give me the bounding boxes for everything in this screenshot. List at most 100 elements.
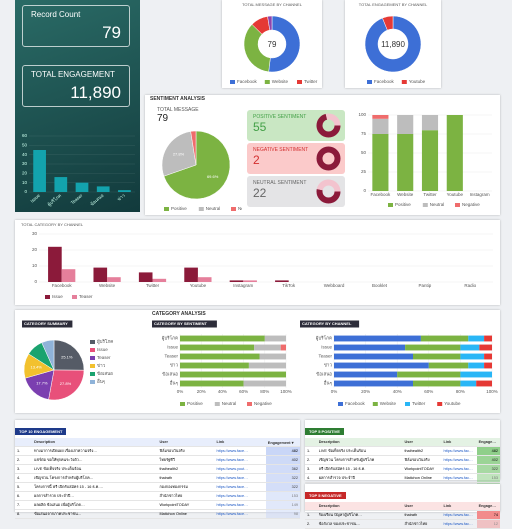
legend-swatch bbox=[422, 203, 428, 207]
legend-label: ข้อเสนอ bbox=[97, 371, 113, 376]
cell: 8. bbox=[15, 509, 33, 519]
legend-label: Youtube bbox=[444, 401, 461, 406]
engagement-cell: 402 bbox=[476, 455, 500, 465]
legend-label: Issue bbox=[97, 347, 108, 352]
center-label: 11,890 bbox=[381, 40, 405, 49]
legend-label: Youtube bbox=[409, 79, 426, 84]
bar bbox=[421, 130, 439, 191]
mini-donut bbox=[316, 113, 341, 138]
cell: https://www.face… bbox=[441, 473, 477, 483]
y-tick-label: 25 bbox=[361, 169, 367, 174]
ring bbox=[316, 146, 341, 171]
cell: สำนักข่าวไทย bbox=[157, 491, 215, 501]
record-count: Record Count 79 bbox=[22, 5, 130, 47]
bar bbox=[152, 278, 167, 282]
chart-title: TOTAL MESSAGE BY CHANNEL bbox=[242, 2, 303, 7]
engagement-donut: TOTAL ENGAGEMENT BY CHANNEL 11,890 Faceboo… bbox=[359, 2, 428, 84]
slice bbox=[267, 15, 273, 31]
cell: 4. bbox=[15, 473, 33, 483]
cell: สำนักข่าวไทย bbox=[402, 519, 442, 529]
x-tick-label: 80% bbox=[260, 389, 269, 394]
column-header: Engagement ▾ bbox=[265, 438, 300, 447]
legend-label: Website bbox=[272, 79, 289, 84]
row: 5. โครงการนี้ ฟรี เปิดรับสมัคร 15 - 16 ธ.… bbox=[15, 482, 300, 492]
cell: Matichon Online bbox=[157, 509, 215, 519]
chart-title: CATEGORY BY CHANNEL bbox=[302, 321, 352, 326]
sentiment-channel-bars: 0 25 50 75 100 Facebook Website Twitter Youtube I… bbox=[358, 112, 492, 207]
cell: https://www.face… bbox=[214, 500, 266, 510]
cell: 6. bbox=[15, 491, 33, 501]
ring bbox=[316, 179, 341, 204]
category-label: Twitter bbox=[146, 283, 160, 288]
cell: Matichon Online bbox=[402, 473, 442, 483]
x-tick-label: 60% bbox=[239, 389, 248, 394]
category-label: ข่าว bbox=[324, 363, 333, 368]
y-tick-label: 20 bbox=[32, 247, 38, 252]
cell: แชร์ต่อ ขอให้ทุกคนระวังตัว… bbox=[32, 455, 158, 465]
legend-label: Neutral bbox=[206, 206, 221, 211]
bar bbox=[413, 380, 461, 387]
row: 1. ทางมาการเปิดเผย เรื่องเล่าความจริง… ฟิล… bbox=[15, 446, 300, 456]
legend-swatch bbox=[214, 402, 220, 406]
legend-label: Negative bbox=[462, 202, 480, 207]
category-bar-chart: 0 10 20 30 40 50 60 Issue ผู้บริโภค Teaser ข้อเสนอ… bbox=[22, 133, 135, 208]
cell: ไทยรัฐทีวี bbox=[157, 455, 215, 465]
category-label: Pantip bbox=[419, 283, 432, 288]
slice-label: 17.7% bbox=[36, 380, 48, 385]
y-tick-label: 50 bbox=[22, 143, 28, 148]
column-header bbox=[15, 438, 33, 447]
legend-label: Issue bbox=[52, 294, 63, 299]
category-label: ข้อเสนอ bbox=[316, 372, 332, 377]
legend-swatch bbox=[247, 402, 252, 406]
bar bbox=[334, 371, 398, 378]
row: 7. ผลผลิต ข้อเสนอ เพื่อผู้บริโภค… Workpoin… bbox=[15, 500, 300, 510]
cell: ฟิล์มรอบวันจริง bbox=[402, 455, 442, 465]
cell: thaihealth2 bbox=[157, 464, 215, 474]
slice bbox=[268, 15, 301, 73]
legend-swatch bbox=[297, 80, 302, 84]
category-label: Youtube bbox=[447, 192, 464, 197]
engagement-cell: 322 bbox=[476, 464, 500, 474]
bar bbox=[248, 362, 286, 369]
category-label: Booklet bbox=[372, 283, 388, 288]
slice-label: 25.1% bbox=[61, 354, 73, 359]
row: 2. แชร์ต่อ ขอให้ทุกคนระวังตัว… ไทยรัฐทีวี h… bbox=[15, 455, 300, 465]
legend-label: Positive bbox=[171, 206, 187, 211]
slice-label: 69.6% bbox=[207, 174, 219, 179]
cell: LIVE ข้อเท็จจริง ประเด็นร้อน bbox=[316, 446, 403, 456]
kpi-label: TOTAL ENGAGEMENT bbox=[31, 70, 115, 79]
category-label: Twitter bbox=[423, 192, 437, 197]
bar bbox=[421, 115, 439, 131]
bar bbox=[397, 115, 414, 134]
legend-label: Website bbox=[380, 401, 397, 406]
chart-title: TOTAL ENGAGEMENT BY CHANNEL bbox=[359, 2, 428, 7]
legend-label: Neutral bbox=[430, 202, 445, 207]
legend-swatch bbox=[45, 295, 50, 299]
cell: 3. bbox=[15, 464, 33, 474]
engagement-cell: 12 bbox=[476, 519, 500, 529]
engagement-cell: 149 bbox=[265, 500, 300, 510]
y-tick-label: 0 bbox=[34, 279, 37, 284]
bar bbox=[405, 344, 461, 351]
legend-swatch bbox=[90, 364, 95, 368]
chart-title: CATEGORY BY SENTIMENT bbox=[154, 321, 208, 326]
y-tick-label: 10 bbox=[22, 180, 28, 185]
engagement-cell: 402 bbox=[265, 455, 300, 465]
engagement-cell: 362 bbox=[265, 464, 300, 474]
slice bbox=[190, 130, 197, 166]
title-box bbox=[22, 320, 73, 328]
neutral-card: NEUTRAL SENTIMENT 22 bbox=[247, 176, 345, 207]
x-tick-label: 40% bbox=[393, 389, 402, 394]
legend-swatch bbox=[90, 340, 95, 344]
card-value: 2 bbox=[253, 153, 260, 167]
bar bbox=[468, 362, 485, 369]
legend-label: Facebook bbox=[374, 79, 395, 84]
row: 3. LIVE ข้อเท็จจริง ประเด็นร้อน thaihealth… bbox=[15, 464, 300, 474]
legend-swatch bbox=[90, 380, 95, 384]
legend-label: Facebook bbox=[237, 79, 258, 84]
bar bbox=[446, 115, 463, 191]
y-tick-label: 0 bbox=[363, 188, 366, 193]
bar bbox=[428, 362, 469, 369]
cell: ฟรี เปิดรับสมัคร 15 - 16 ธ.ค. bbox=[316, 464, 403, 474]
chart-title: CATEGORY SUMMARY bbox=[24, 321, 68, 326]
